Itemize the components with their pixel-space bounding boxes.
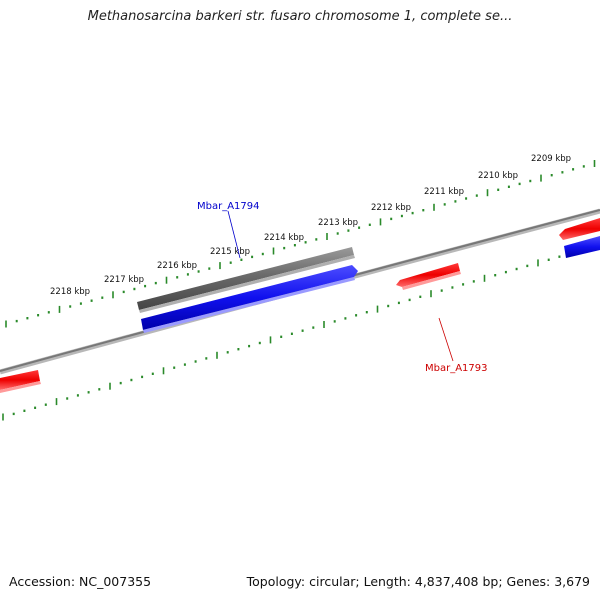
gene-label-mbar-a1793[interactable]: Mbar_A1793 <box>425 317 488 374</box>
scale-label: 2211 kbp <box>424 187 464 197</box>
scale-label: 2213 kbp <box>318 218 358 228</box>
gene-label-mbar-a1794[interactable]: Mbar_A1794 <box>197 201 260 259</box>
scale-label: 2218 kbp <box>50 287 90 297</box>
scale-label: 2209 kbp <box>531 154 571 164</box>
inner-scale-ticks <box>2 243 593 421</box>
cds-feature-red-left[interactable] <box>0 370 41 393</box>
cds-feature-red[interactable] <box>396 263 461 290</box>
cds-feature-blue[interactable] <box>141 265 358 333</box>
accession-text: Accession: NC_007355 <box>9 574 152 589</box>
cds-feature-blue-right[interactable] <box>564 236 600 258</box>
gene-label-text: Mbar_A1794 <box>197 201 260 212</box>
map-title: Methanosarcina barkeri str. fusaro chrom… <box>87 9 513 24</box>
scale-label: 2212 kbp <box>371 203 411 213</box>
scale-label: 2215 kbp <box>210 247 250 257</box>
cds-feature-red-right[interactable] <box>559 218 600 240</box>
gene-label-text: Mbar_A1793 <box>425 363 488 374</box>
gene-feature-gray[interactable] <box>137 247 355 313</box>
scale-labels: 2209 kbp 2210 kbp 2211 kbp 2212 kbp 2213… <box>50 154 571 297</box>
scale-label: 2216 kbp <box>157 261 197 271</box>
outer-scale-ticks <box>5 160 596 328</box>
scale-label: 2217 kbp <box>104 275 144 285</box>
scale-label: 2210 kbp <box>478 171 518 181</box>
topology-summary: Topology: circular; Length: 4,837,408 bp… <box>246 574 590 589</box>
scale-label: 2214 kbp <box>264 233 304 243</box>
